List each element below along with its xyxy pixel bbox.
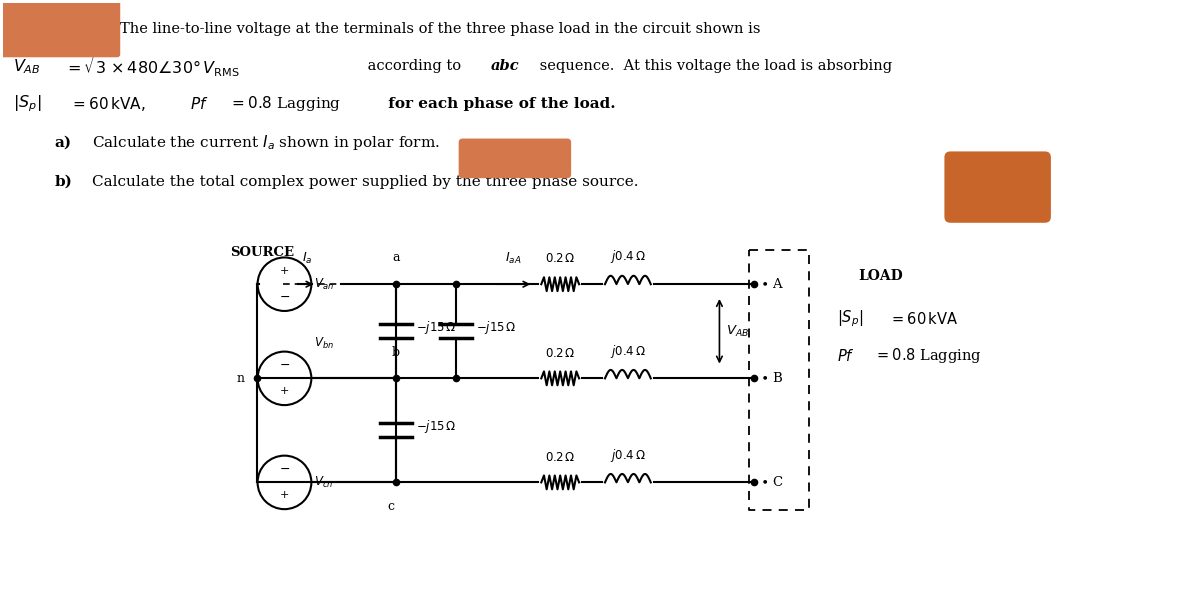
Text: n: n <box>236 372 245 385</box>
Text: $j0.4\,\Omega$: $j0.4\,\Omega$ <box>610 249 646 265</box>
Text: $j0.4\,\Omega$: $j0.4\,\Omega$ <box>610 343 646 360</box>
Text: LOAD: LOAD <box>859 270 904 283</box>
Text: $=0.8$ Lagging: $=0.8$ Lagging <box>874 346 982 365</box>
Text: The line-to-line voltage at the terminals of the three phase load in the circuit: The line-to-line voltage at the terminal… <box>120 21 761 36</box>
Text: $|S_p|$: $|S_p|$ <box>836 309 863 329</box>
Text: $0.2\,\Omega$: $0.2\,\Omega$ <box>545 346 576 360</box>
Text: $0.2\,\Omega$: $0.2\,\Omega$ <box>545 451 576 464</box>
Text: SOURCE: SOURCE <box>229 246 294 259</box>
Text: +: + <box>280 491 289 500</box>
Text: $=0.8$ Lagging: $=0.8$ Lagging <box>229 95 341 114</box>
FancyBboxPatch shape <box>944 152 1051 223</box>
Text: $V_{bn}$: $V_{bn}$ <box>314 335 335 351</box>
Text: abc: abc <box>491 59 520 73</box>
Text: a: a <box>392 251 400 265</box>
Text: $I_a$: $I_a$ <box>302 251 312 266</box>
Text: $-j15\,\Omega$: $-j15\,\Omega$ <box>475 319 516 336</box>
Text: $-j15\,\Omega$: $-j15\,\Omega$ <box>416 319 456 336</box>
Text: $j0.4\,\Omega$: $j0.4\,\Omega$ <box>610 446 646 464</box>
Text: $|S_p|$: $|S_p|$ <box>13 93 41 114</box>
Text: −: − <box>280 290 289 303</box>
Text: −: − <box>280 359 289 372</box>
Text: +: + <box>280 266 289 276</box>
Text: $=60\,\rm kVA$: $=60\,\rm kVA$ <box>889 311 958 327</box>
Text: $Pf$: $Pf$ <box>836 348 854 363</box>
Text: b: b <box>392 346 400 359</box>
FancyBboxPatch shape <box>0 0 120 57</box>
Text: $0.2\,\Omega$: $0.2\,\Omega$ <box>545 252 576 265</box>
Text: for each phase of the load.: for each phase of the load. <box>383 97 616 111</box>
Text: $\bullet$ C: $\bullet$ C <box>761 475 784 489</box>
Text: $-j15\,\Omega$: $-j15\,\Omega$ <box>416 418 456 435</box>
Text: $V_{an}$: $V_{an}$ <box>314 277 334 292</box>
Text: b): b) <box>54 175 72 189</box>
Text: Calculate the total complex power supplied by the three phase source.: Calculate the total complex power suppli… <box>92 175 638 189</box>
Text: +: + <box>280 386 289 396</box>
Text: −: − <box>280 463 289 476</box>
Text: $Pf$: $Pf$ <box>190 96 209 112</box>
Text: sequence.  At this voltage the load is absorbing: sequence. At this voltage the load is ab… <box>535 59 893 73</box>
Text: c: c <box>388 500 395 513</box>
Text: $I_{aA}$: $I_{aA}$ <box>505 251 522 266</box>
Text: $V_{AB}$: $V_{AB}$ <box>13 57 41 76</box>
Text: $V_{cn}$: $V_{cn}$ <box>314 475 334 490</box>
Text: $\bullet$ B: $\bullet$ B <box>761 371 784 386</box>
Text: according to: according to <box>364 59 466 73</box>
Text: $=60\,{\rm kVA,}$: $=60\,{\rm kVA,}$ <box>71 95 146 113</box>
Text: $V_{AB}$: $V_{AB}$ <box>726 324 750 339</box>
FancyBboxPatch shape <box>458 139 571 178</box>
Text: $\bullet$ A: $\bullet$ A <box>761 277 785 291</box>
Text: $=\sqrt{3}\times480\angle30°\,V_{\rm RMS}$: $=\sqrt{3}\times480\angle30°\,V_{\rm RMS… <box>65 54 240 79</box>
Text: a): a) <box>54 136 72 149</box>
Text: Calculate the current $I_a$ shown in polar form.: Calculate the current $I_a$ shown in pol… <box>92 133 440 152</box>
